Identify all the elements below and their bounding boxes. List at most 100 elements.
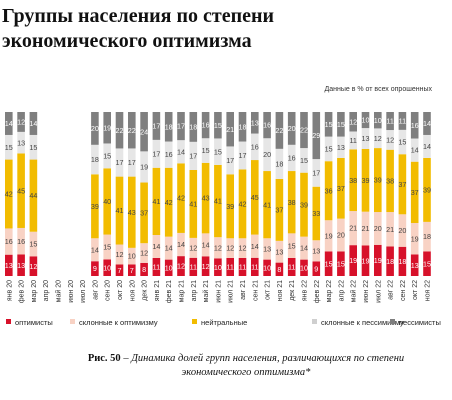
data-label: 20 <box>337 231 345 240</box>
bar-segment <box>214 164 222 238</box>
data-label: 19 <box>362 256 370 265</box>
legend-swatch <box>312 319 317 324</box>
bar-segment <box>103 259 111 276</box>
data-label: 10 <box>128 252 136 261</box>
x-tick-label: ноя 20 <box>129 280 136 301</box>
data-label: 14 <box>29 119 37 128</box>
bar-segment <box>386 212 394 247</box>
bar-segment <box>140 262 148 276</box>
data-label: 45 <box>17 186 25 195</box>
bar-segment <box>201 162 210 234</box>
bar-segment <box>226 146 234 175</box>
data-label: 15 <box>325 120 333 129</box>
x-tick-label: сен 22 <box>400 280 407 301</box>
bar-segment <box>152 167 161 235</box>
data-label: 15 <box>398 138 406 147</box>
data-label: 42 <box>5 190 13 199</box>
bar-segment <box>287 144 296 172</box>
bar-segment <box>324 251 333 276</box>
x-tick-label: окт 20 <box>117 280 124 300</box>
x-tick-label: окт 22 <box>412 280 419 300</box>
bar-segment <box>300 172 308 237</box>
data-label: 37 <box>398 180 406 189</box>
bar-segment <box>17 254 25 276</box>
bar-segment <box>349 245 357 276</box>
data-label: 13 <box>17 261 25 270</box>
data-label: 17 <box>152 149 160 158</box>
bar-segment <box>189 112 198 142</box>
x-tick-label: авг 20 <box>92 280 99 300</box>
bar-segment <box>152 235 161 258</box>
bar-segment <box>214 258 222 276</box>
bar-segment <box>17 153 25 228</box>
data-label: 8 <box>142 265 146 274</box>
bar-segment <box>263 171 271 239</box>
bar-segment <box>423 134 431 158</box>
bar-segment <box>201 233 210 257</box>
data-label: 14 <box>423 119 431 128</box>
data-label: 17 <box>239 151 247 160</box>
data-label: 16 <box>202 121 210 130</box>
data-label: 39 <box>374 176 382 185</box>
data-label: 21 <box>349 224 357 233</box>
legend-swatch <box>192 319 197 324</box>
data-label: 12 <box>177 262 185 271</box>
bar-segment <box>5 254 13 276</box>
bar-segment <box>140 243 148 263</box>
bar-segment <box>189 237 198 258</box>
bar-segment <box>128 148 136 177</box>
data-label: 12 <box>386 135 394 144</box>
bar-segment <box>398 214 407 247</box>
data-label: 38 <box>386 176 394 185</box>
x-tick-label: сен 21 <box>252 280 259 301</box>
legend-item: пессимисты <box>390 318 441 327</box>
bar-segment <box>17 227 25 255</box>
data-label: 39 <box>362 176 370 185</box>
data-label: 7 <box>118 266 122 275</box>
bar-segment <box>300 148 308 173</box>
bar-segment <box>287 112 296 145</box>
data-label: 13 <box>17 138 25 147</box>
data-label: 20 <box>91 124 99 133</box>
data-label: 15 <box>202 146 210 155</box>
bar-segment <box>275 112 284 149</box>
data-label: 17 <box>177 122 185 131</box>
x-tick-label: май 21 <box>202 280 210 302</box>
data-label: 13 <box>5 261 13 270</box>
data-label: 10 <box>300 263 308 272</box>
data-label: 17 <box>128 158 136 167</box>
bar-segment <box>128 112 136 149</box>
bar-segment <box>177 112 185 141</box>
data-label: 39 <box>423 186 431 195</box>
data-label: 41 <box>263 200 271 209</box>
data-label: 11 <box>386 117 393 126</box>
bar-segment <box>312 186 321 241</box>
chart-title: Группы населения по степени экономическо… <box>2 5 275 52</box>
data-label: 13 <box>275 247 283 256</box>
data-label: 19 <box>325 231 333 240</box>
x-tick-label: июл 21 <box>228 280 235 303</box>
data-label: 18 <box>398 257 406 266</box>
data-label: 18 <box>423 232 431 241</box>
data-label: 12 <box>214 243 222 252</box>
bar-segment <box>386 149 394 213</box>
bar-segment <box>91 261 99 276</box>
data-label: 41 <box>214 197 222 206</box>
bar-segment <box>189 169 198 238</box>
data-label: 19 <box>374 256 382 265</box>
legend-swatch <box>390 319 395 324</box>
x-tick-label: авг 22 <box>388 280 395 300</box>
data-label: 15 <box>325 259 333 268</box>
data-label: 12 <box>374 134 382 143</box>
data-label: 14 <box>91 245 99 254</box>
legend-item: склонные к пессимизму <box>312 318 404 327</box>
bar-segment <box>226 112 234 147</box>
bar-segment <box>91 144 99 175</box>
bar-segment <box>337 251 345 276</box>
bar-segment <box>361 245 370 276</box>
data-label: 16 <box>263 121 271 130</box>
data-label: 38 <box>288 198 296 207</box>
data-label: 9 <box>93 264 97 273</box>
data-label: 42 <box>239 199 247 208</box>
bar-segment <box>312 112 321 160</box>
